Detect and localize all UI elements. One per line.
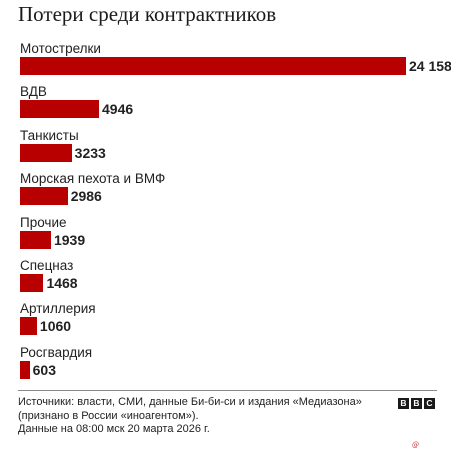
bar	[20, 360, 30, 379]
chart-footer: Источники: власти, СМИ, данные Би-би-си …	[18, 396, 393, 437]
category-label: Морская пехота и ВМФ	[20, 171, 166, 187]
bbc-logo-letter: B	[411, 398, 422, 409]
bbc-logo-letter: B	[398, 398, 409, 409]
value-label: 3233	[74, 144, 106, 161]
bar-chart: Мотострелки 24 158 ВДВ 4946 Танкисты 3233 Морс…	[20, 41, 451, 379]
value-label: 1939	[53, 231, 86, 248]
date-line: Данные на 08:00 мск 20 марта 2026 г.	[18, 423, 210, 435]
value-label: 1060	[39, 318, 72, 335]
value-label: 1468	[46, 275, 78, 291]
sources-line-1: Источники: власти, СМИ, данные Би-би-си …	[18, 396, 362, 408]
bar	[20, 57, 406, 75]
category-label: ВДВ	[20, 84, 47, 100]
watermark-logo: @	[412, 441, 419, 449]
category-label: Мотострелки	[20, 41, 101, 56]
value-label: 4946	[102, 101, 134, 118]
category-label: Танкисты	[20, 127, 79, 143]
category-label: Артиллерия	[20, 301, 96, 317]
bar	[20, 274, 44, 292]
bar	[20, 230, 51, 249]
value-label: 24 158	[409, 58, 451, 74]
chart-title: Потери среди контрактников	[18, 2, 277, 26]
bar	[20, 187, 68, 206]
category-label: Спецназ	[20, 258, 74, 273]
bbc-logo: B B C	[398, 398, 435, 409]
category-label: Росгвардия	[20, 344, 93, 360]
bbc-logo-letter: C	[424, 398, 435, 409]
value-label: 603	[32, 361, 56, 378]
footer-divider	[18, 390, 437, 391]
bar	[20, 317, 37, 336]
value-label: 2986	[70, 188, 102, 205]
bar	[20, 100, 100, 119]
sources-line-2: (признано в России «иноагентом»).	[18, 409, 199, 422]
bar	[20, 143, 72, 162]
category-label: Прочие	[20, 214, 67, 230]
